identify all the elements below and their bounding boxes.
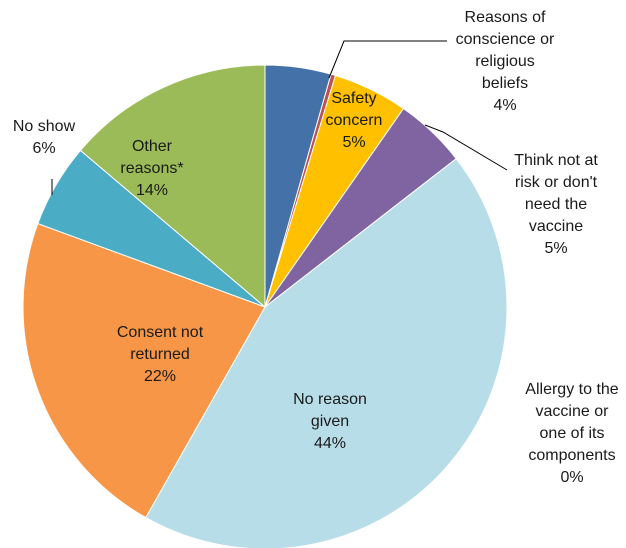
slice-percent: 6% — [32, 140, 55, 157]
pie-slice-5 — [22, 222, 266, 519]
slice-label-line: Think not at — [514, 152, 598, 169]
pie-slice-7 — [79, 64, 266, 309]
slice-percent: 5% — [544, 240, 567, 257]
leader-line-3 — [424, 124, 508, 171]
slice-label-6: No show 6% — [13, 118, 76, 157]
slice-label-2: Safety concern 5% — [326, 90, 383, 151]
slice-labels: Reasons of conscience or religious beliefs 4… — [13, 9, 619, 486]
pie-slices — [22, 64, 508, 548]
slice-label-line: given — [311, 413, 349, 430]
slice-label-line: beliefs — [482, 75, 528, 92]
slice-label-line: religious — [475, 53, 535, 70]
slice-label-line: Allergy to the — [525, 381, 618, 398]
slice-label-line: vaccine — [529, 218, 583, 235]
slice-label-line: No reason — [293, 391, 367, 408]
slice-label-3: Think not at risk or don't need the vaccine… — [514, 152, 598, 257]
slice-label-line: components — [528, 447, 615, 464]
slice-percent: 14% — [136, 182, 168, 199]
slice-label-7: Other reasons* 14% — [120, 138, 183, 199]
slice-percent: 5% — [342, 134, 365, 151]
slice-label-line: returned — [130, 346, 190, 363]
slice-percent: 44% — [314, 435, 346, 452]
slice-label-line: conscience or — [456, 31, 555, 48]
slice-label-line: reasons* — [120, 160, 183, 177]
slice-label-line: one of its — [540, 425, 605, 442]
slice-label-line: Other — [132, 138, 173, 155]
slice-label-line: Safety — [331, 90, 376, 107]
slice-label-line: No show — [13, 118, 76, 135]
slice-label-line: Reasons of — [465, 9, 546, 26]
slice-label-line: risk or don't — [515, 174, 598, 191]
slice-label-5: Consent not returned 22% — [117, 324, 204, 385]
slice-label-1: Allergy to the vaccine or one of its compon… — [525, 381, 618, 486]
slice-label-line: vaccine or — [536, 403, 610, 420]
slice-label-4: No reason given 44% — [293, 391, 367, 452]
pie-slice-4 — [145, 157, 508, 548]
slice-percent: 22% — [144, 368, 176, 385]
slice-percent: 4% — [493, 97, 516, 114]
slice-label-0: Reasons of conscience or religious beliefs 4… — [456, 9, 555, 114]
leader-lines — [51, 40, 508, 195]
slice-label-line: need the — [525, 196, 587, 213]
slice-label-line: concern — [326, 112, 383, 129]
slice-label-line: Consent not — [117, 324, 204, 341]
leader-line-0 — [328, 40, 447, 79]
slice-percent: 0% — [560, 469, 583, 486]
